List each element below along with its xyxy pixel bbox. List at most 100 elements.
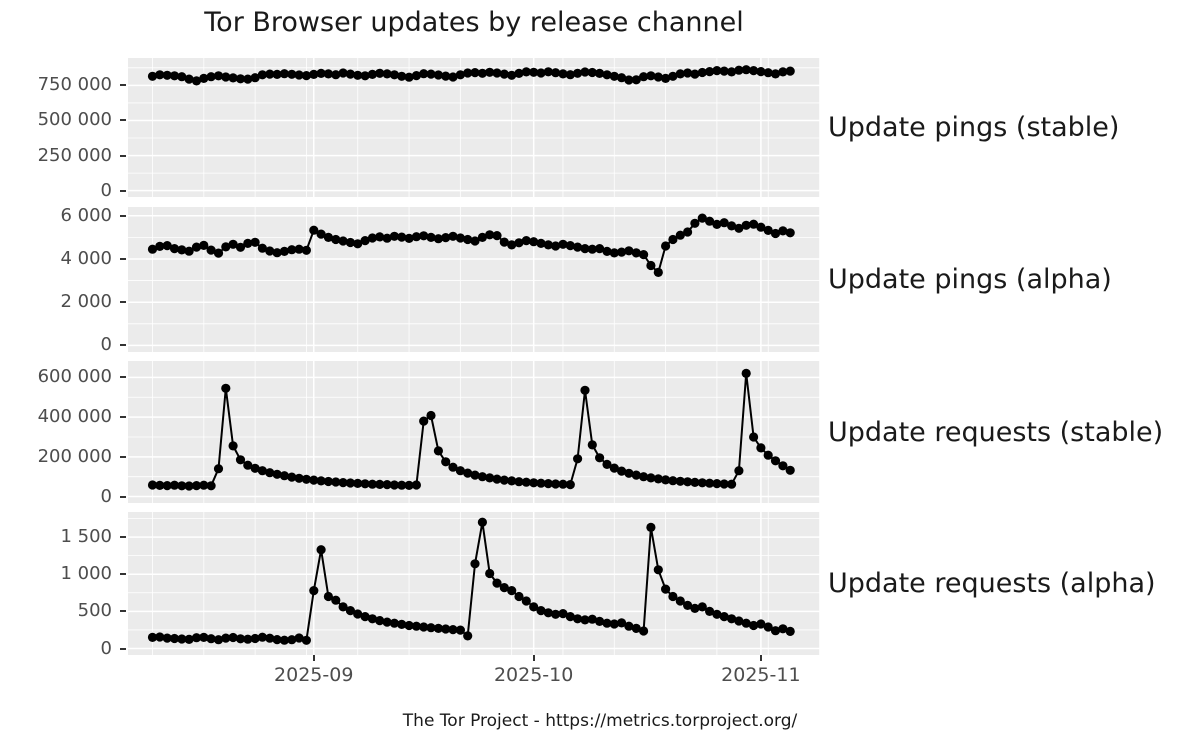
data-point	[206, 481, 216, 491]
data-point	[411, 480, 421, 490]
data-point	[470, 68, 480, 78]
data-point	[573, 454, 583, 464]
data-point	[785, 626, 795, 636]
data-point	[470, 470, 480, 480]
y-tick-mark	[120, 301, 126, 304]
data-point	[404, 233, 414, 243]
data-point	[184, 634, 194, 644]
data-point	[404, 620, 414, 631]
y-tick-mark	[120, 84, 126, 87]
y-axis-update-requests-alpha: 0 500 1 000 1 500	[0, 512, 128, 659]
data-point	[441, 233, 451, 243]
data-point	[184, 74, 194, 84]
data-point	[294, 633, 304, 643]
data-point	[573, 242, 583, 252]
data-point	[221, 633, 231, 643]
data-point	[529, 67, 539, 77]
data-point	[455, 625, 465, 635]
data-point	[250, 237, 260, 247]
y-tick-mark	[120, 416, 126, 419]
data-point	[375, 232, 385, 242]
data-point	[279, 69, 289, 79]
data-point	[265, 633, 275, 643]
data-point	[235, 74, 246, 84]
series-line	[152, 521, 791, 642]
facet-label-update-requests-stable: Update requests (stable)	[828, 416, 1164, 448]
data-point	[184, 481, 194, 491]
data-point	[705, 478, 715, 488]
data-point	[675, 69, 685, 79]
data-point	[316, 229, 326, 239]
data-point	[345, 69, 355, 79]
data-point	[338, 236, 348, 246]
data-point	[595, 244, 605, 254]
data-point	[668, 476, 678, 486]
data-point	[690, 603, 700, 613]
data-point	[602, 459, 612, 469]
chart-title: Tor Browser updates by release channel	[204, 7, 744, 38]
data-point	[646, 260, 656, 271]
data-point	[433, 446, 443, 456]
y-tick-label: 600 000	[37, 366, 112, 388]
data-point	[221, 242, 231, 252]
data-point	[345, 237, 355, 248]
data-point	[235, 455, 246, 465]
data-point	[580, 67, 590, 77]
data-point	[727, 221, 737, 231]
data-point	[389, 480, 399, 490]
data-point	[257, 466, 267, 476]
data-point	[147, 244, 158, 254]
data-point	[639, 472, 649, 482]
data-point	[360, 71, 370, 81]
data-point	[785, 228, 795, 238]
data-point	[169, 244, 180, 254]
data-point	[661, 475, 671, 485]
data-point	[397, 480, 407, 490]
data-point	[492, 68, 502, 78]
data-point	[287, 69, 297, 79]
data-point	[705, 606, 715, 616]
data-point	[243, 460, 253, 470]
data-point	[763, 622, 773, 632]
data-point	[470, 236, 480, 246]
data-point	[397, 232, 407, 242]
data-point	[609, 71, 619, 81]
data-point	[360, 236, 370, 246]
data-point	[441, 71, 451, 81]
data-point	[521, 236, 531, 246]
y-tick-mark	[120, 573, 126, 576]
data-point	[661, 584, 671, 594]
data-point	[770, 626, 781, 636]
y-tick-label: 2 000	[60, 291, 112, 313]
facet-row-update-requests-alpha: 0 500 1 000 1 500 Update requests (alpha)	[0, 512, 1200, 659]
data-point	[228, 441, 238, 451]
data-point	[419, 416, 429, 426]
data-point	[331, 595, 341, 605]
data-point	[551, 241, 561, 251]
data-point	[778, 226, 788, 236]
data-point	[147, 632, 158, 642]
data-point	[301, 245, 311, 255]
y-tick-label: 0	[100, 334, 112, 356]
data-point	[382, 480, 392, 490]
data-point	[646, 71, 656, 81]
data-point	[184, 246, 194, 256]
x-tick-label-oct: 2025-10	[493, 664, 574, 686]
caption: The Tor Project - https://metrics.torpro…	[402, 711, 798, 731]
data-point	[492, 231, 502, 241]
data-point	[404, 480, 414, 490]
data-point	[639, 72, 649, 82]
data-point	[397, 71, 407, 81]
data-point	[309, 225, 319, 235]
facet-row-update-requests-stable: 0 200 000 400 000 600 000 Update requests (…	[0, 361, 1200, 507]
y-tick-mark	[120, 189, 126, 192]
data-point	[543, 608, 553, 618]
panel-plot-update-requests-alpha	[128, 512, 820, 655]
data-point	[661, 241, 671, 251]
y-tick-label: 4 000	[60, 247, 112, 269]
data-point	[470, 559, 480, 569]
data-point	[243, 238, 253, 248]
data-point	[360, 612, 370, 622]
y-tick-label: 500	[77, 600, 112, 622]
data-point	[272, 69, 282, 79]
